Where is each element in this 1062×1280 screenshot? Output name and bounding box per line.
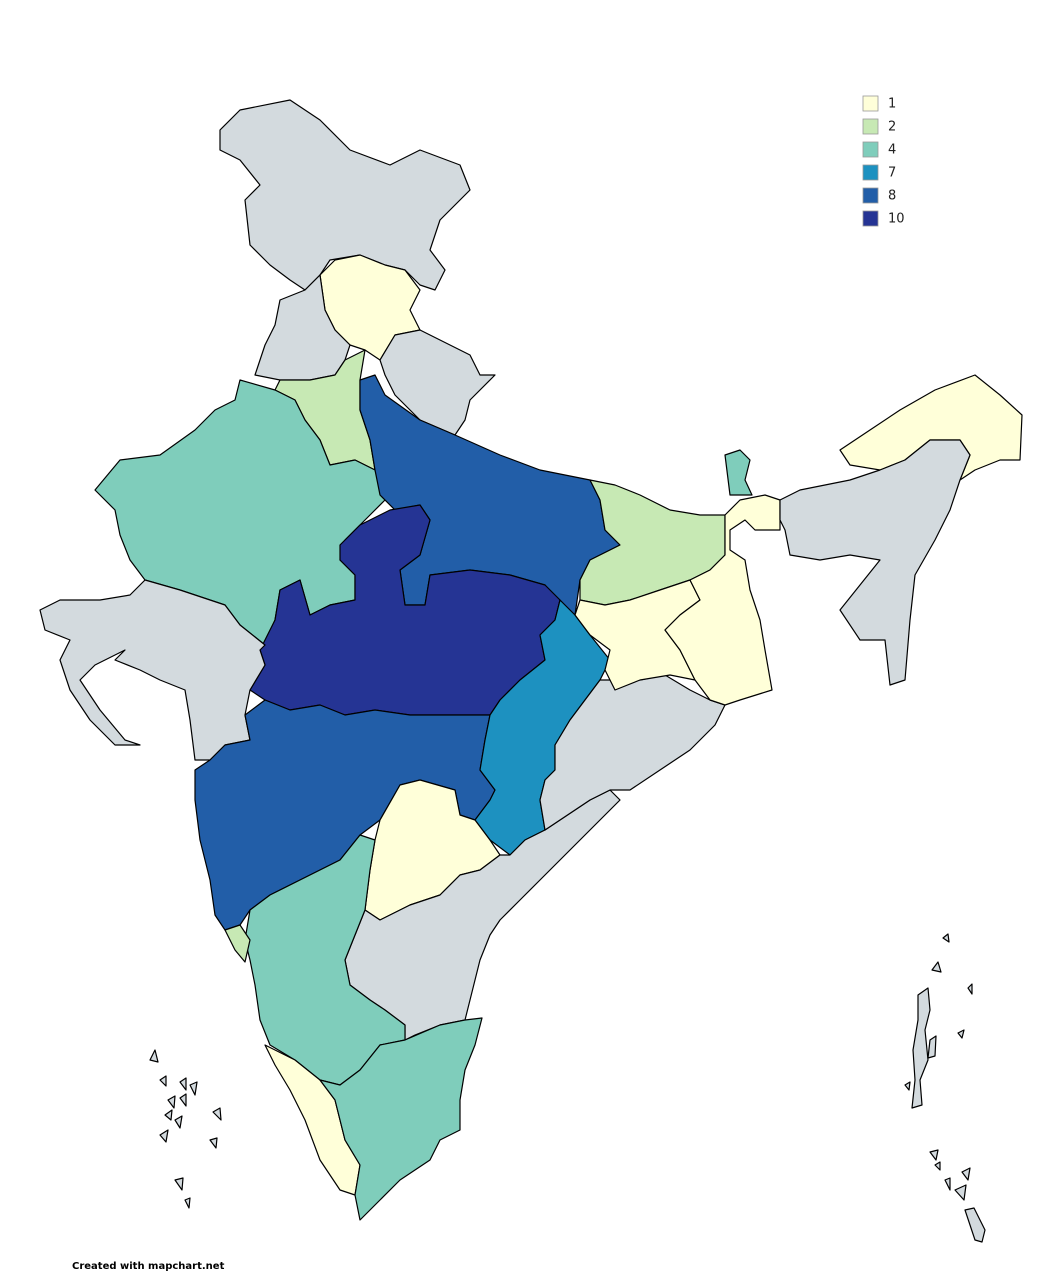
region xyxy=(954,1184,967,1201)
region xyxy=(967,983,973,995)
legend-swatch xyxy=(862,118,879,135)
region xyxy=(904,1081,911,1091)
region xyxy=(779,439,971,686)
region xyxy=(927,1035,937,1059)
legend-label: 7 xyxy=(888,166,896,181)
region xyxy=(944,1177,951,1191)
region xyxy=(159,1129,169,1143)
legend-label: 2 xyxy=(888,120,896,135)
region xyxy=(219,99,471,291)
region xyxy=(961,1167,971,1181)
region xyxy=(167,1095,176,1109)
legend-label: 1 xyxy=(888,97,896,112)
region xyxy=(224,924,251,963)
region xyxy=(934,1161,941,1171)
legend-swatch xyxy=(862,210,879,227)
region xyxy=(212,1107,222,1121)
region xyxy=(149,1049,159,1063)
region xyxy=(379,329,496,436)
region xyxy=(664,494,781,706)
legend-swatch xyxy=(862,141,879,158)
region xyxy=(174,1115,183,1129)
region xyxy=(184,1197,191,1209)
legend-swatch xyxy=(862,164,879,181)
region xyxy=(244,834,406,1086)
region xyxy=(179,1077,187,1091)
region xyxy=(159,1075,167,1087)
region xyxy=(931,961,942,973)
legend-label: 8 xyxy=(888,189,896,204)
region xyxy=(39,579,266,761)
legend-swatch xyxy=(862,187,879,204)
region xyxy=(174,1177,184,1191)
region xyxy=(957,1029,965,1039)
region xyxy=(929,1149,939,1161)
region xyxy=(319,1017,483,1221)
legend-label: 10 xyxy=(888,212,905,227)
legend: 1 2 4 7 8 10 xyxy=(862,95,905,227)
region xyxy=(964,1207,986,1243)
region xyxy=(942,933,950,943)
legend-label: 4 xyxy=(888,143,896,158)
regions xyxy=(39,99,1023,1243)
region xyxy=(539,674,726,831)
region xyxy=(179,1093,187,1107)
region xyxy=(209,1137,218,1149)
region xyxy=(164,1109,173,1121)
region xyxy=(189,1081,198,1096)
footer: Created with mapchart.net xyxy=(72,1261,225,1272)
region xyxy=(724,449,753,496)
legend-swatch xyxy=(862,95,879,112)
region xyxy=(911,987,931,1109)
